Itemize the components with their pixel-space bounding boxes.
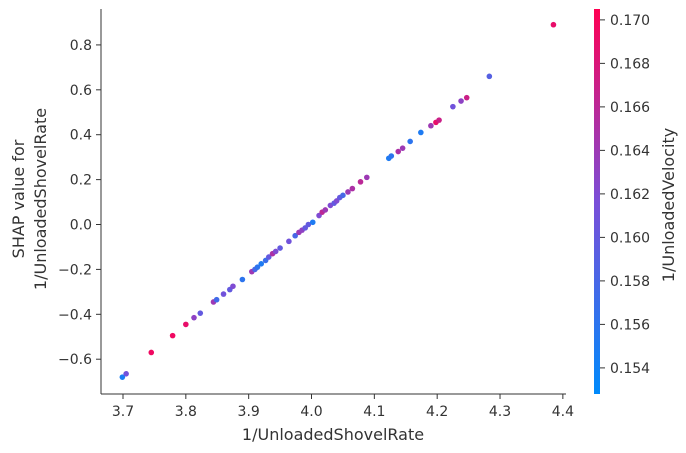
y-tick-label: 0.2 xyxy=(70,173,92,189)
scatter-point xyxy=(197,310,204,316)
y-tick-label: 0.0 xyxy=(70,218,92,234)
y-tick-label: 0.6 xyxy=(70,83,92,99)
colorbar-tick-label: 0.162 xyxy=(610,187,650,203)
scatter-point xyxy=(305,221,312,228)
scatter-point xyxy=(292,232,298,239)
plot-axes xyxy=(100,9,566,395)
y-axis-ticks: −0.6 −0.4 −0.2 0.0 0.2 0.4 0.6 0.8 xyxy=(58,38,101,368)
colorbar-tick-label: 0.170 xyxy=(610,13,650,29)
x-tick-label: 3.9 xyxy=(238,404,260,420)
y-axis-label-line-2: 1/UnloadedShovelRate xyxy=(31,108,50,290)
scatter-point xyxy=(407,138,413,145)
scatter-point xyxy=(265,254,272,260)
scatter-point xyxy=(123,370,129,377)
x-tick-label: 3.8 xyxy=(175,404,197,420)
scatter-point xyxy=(148,349,155,356)
scatter-point xyxy=(254,264,261,270)
scatter-point xyxy=(418,129,424,136)
x-tick-label: 4.3 xyxy=(489,404,511,420)
scatter-point xyxy=(349,185,356,192)
x-tick-label: 4.4 xyxy=(552,404,574,420)
scatter-point xyxy=(436,117,442,123)
scatter-point xyxy=(119,374,126,380)
colorbar-tick-label: 0.160 xyxy=(610,230,650,246)
x-axis-ticks: 3.7 3.8 3.9 4.0 4.1 4.2 4.3 4.4 xyxy=(112,394,574,420)
scatter-point xyxy=(277,245,283,251)
y-tick-label: −0.4 xyxy=(58,307,92,323)
scatter-point xyxy=(230,283,236,290)
x-tick-label: 4.0 xyxy=(300,404,322,420)
scatter-points xyxy=(119,21,557,380)
scatter-point xyxy=(213,296,220,303)
scatter-point xyxy=(395,148,402,155)
scatter-point xyxy=(364,174,370,181)
scatter-point xyxy=(463,94,470,101)
x-tick-label: 4.1 xyxy=(363,404,385,420)
y-tick-label: −0.2 xyxy=(58,262,92,278)
y-tick-label: 0.8 xyxy=(70,38,92,54)
scatter-point xyxy=(450,103,456,110)
scatter-point xyxy=(191,314,197,321)
colorbar-tick-label: 0.168 xyxy=(610,56,650,72)
scatter-point xyxy=(340,192,346,199)
scatter-point xyxy=(357,179,364,185)
scatter-point xyxy=(239,276,246,283)
x-tick-label: 3.7 xyxy=(112,404,134,420)
scatter-point xyxy=(309,219,316,226)
colorbar-tick-label: 0.156 xyxy=(610,317,650,333)
scatter-point xyxy=(550,21,557,28)
scatter-point xyxy=(272,248,279,255)
scatter-point xyxy=(486,73,493,80)
colorbar-tick-label: 0.164 xyxy=(610,143,650,159)
scatter-point xyxy=(286,238,292,245)
colorbar-tick-label: 0.166 xyxy=(610,100,650,116)
x-tick-label: 4.2 xyxy=(426,404,448,420)
scatter-point xyxy=(428,122,434,129)
scatter-point xyxy=(183,321,189,328)
scatter-point xyxy=(258,260,265,267)
scatter-point xyxy=(345,189,351,195)
colorbar-ticks: 0.154 0.156 0.158 0.160 0.162 0.164 0.166 0.168… xyxy=(600,13,650,377)
y-tick-label: 0.4 xyxy=(70,128,92,144)
x-axis-label: 1/UnloadedShovelRate xyxy=(242,425,424,444)
scatter-point xyxy=(220,291,227,297)
y-axis-label: SHAP value for 1/UnloadedShovelRate xyxy=(9,108,50,290)
y-axis-label-line-1: SHAP value for xyxy=(9,139,28,258)
scatter-point xyxy=(399,145,406,151)
y-tick-label: −0.6 xyxy=(58,352,92,368)
colorbar-tick-label: 0.158 xyxy=(610,274,650,290)
scatter-point xyxy=(388,153,395,159)
colorbar-label: 1/UnloadedVelocity xyxy=(659,128,678,282)
scatter-point xyxy=(169,332,176,339)
scatter-point xyxy=(322,207,329,213)
colorbar-tick-label: 0.154 xyxy=(610,361,650,377)
colorbar xyxy=(594,9,600,394)
scatter-point xyxy=(458,98,464,104)
